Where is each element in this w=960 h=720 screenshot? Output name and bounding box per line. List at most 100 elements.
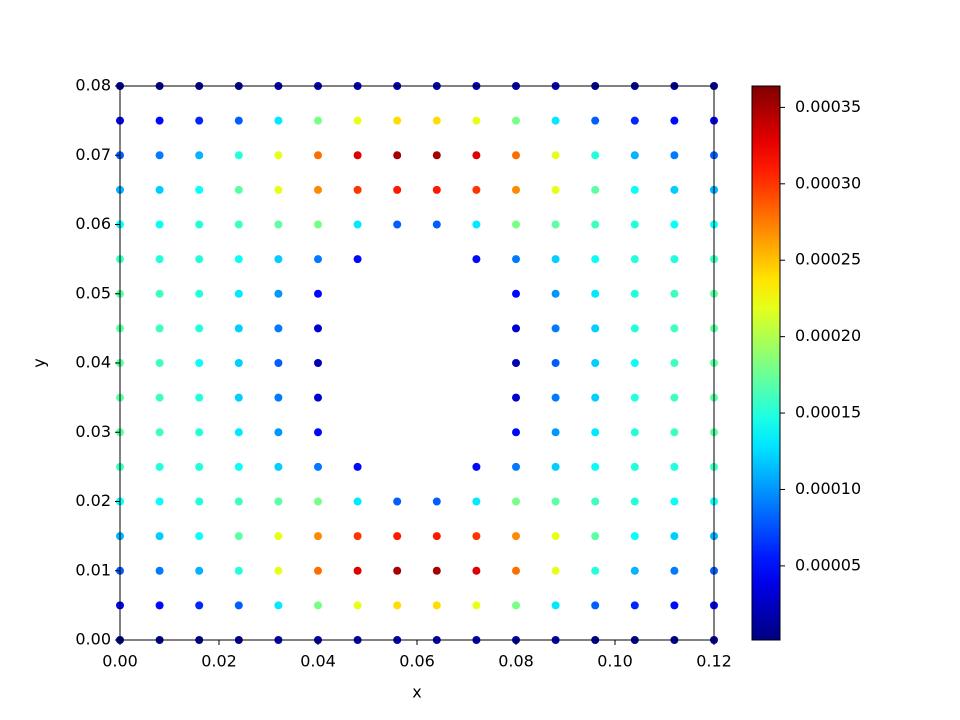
point (274, 462, 283, 471)
point (195, 566, 204, 575)
point (234, 532, 243, 541)
point (155, 532, 164, 541)
point (274, 289, 283, 298)
point (472, 151, 481, 160)
point (353, 151, 362, 160)
point (591, 220, 600, 229)
point (195, 185, 204, 194)
point (353, 220, 362, 229)
point (472, 566, 481, 575)
point (314, 462, 322, 471)
colorbar-tick-label: 0.00005 (795, 555, 861, 574)
point (155, 601, 164, 610)
x-axis-label: x (412, 683, 421, 702)
point (551, 289, 560, 298)
point (314, 151, 322, 160)
y-tick-label: 0.01 (75, 560, 111, 579)
point (234, 185, 243, 194)
point (551, 462, 560, 471)
point (353, 532, 362, 541)
point (314, 116, 322, 125)
x-tick-label: 0.08 (498, 652, 534, 671)
point (155, 497, 164, 506)
point (591, 428, 600, 437)
point (551, 151, 560, 160)
point (432, 532, 441, 541)
point (314, 532, 322, 541)
point (630, 462, 639, 471)
point (512, 601, 520, 610)
point (551, 497, 560, 506)
point (353, 462, 362, 471)
point (630, 151, 639, 160)
point (551, 359, 560, 367)
point (670, 324, 679, 333)
point (472, 601, 481, 610)
point (591, 116, 600, 125)
point (353, 601, 362, 610)
point (472, 532, 481, 541)
point (630, 566, 639, 575)
point (155, 220, 164, 229)
point (195, 255, 204, 264)
point (512, 532, 520, 541)
point (630, 359, 639, 367)
point (155, 185, 164, 194)
point (512, 359, 520, 367)
colorbar-tick-label: 0.00010 (795, 479, 861, 498)
point (393, 497, 402, 506)
point (670, 393, 679, 402)
point (512, 428, 520, 437)
point (551, 393, 560, 402)
point (670, 497, 679, 506)
x-tick-label: 0.00 (102, 652, 138, 671)
point (591, 566, 600, 575)
point (670, 601, 679, 610)
point (353, 255, 362, 264)
point (551, 566, 560, 575)
point (512, 324, 520, 333)
point (551, 220, 560, 229)
point (195, 462, 204, 471)
point (591, 324, 600, 333)
point (314, 601, 322, 610)
colorbar (751, 85, 781, 641)
point (393, 532, 402, 541)
point (155, 255, 164, 264)
point (195, 497, 204, 506)
x-tick-label: 0.02 (201, 652, 237, 671)
point (591, 151, 600, 160)
point (551, 185, 560, 194)
point (432, 151, 441, 160)
point (314, 289, 322, 298)
colorbar-tick-label: 0.00035 (795, 97, 861, 116)
point (195, 532, 204, 541)
point (195, 220, 204, 229)
point (512, 497, 520, 506)
point (512, 393, 520, 402)
point (630, 289, 639, 298)
point (670, 116, 679, 125)
point (512, 116, 520, 125)
point (630, 116, 639, 125)
point (195, 359, 204, 367)
colorbar-tick-label: 0.00020 (795, 326, 861, 345)
point (234, 289, 243, 298)
point (670, 185, 679, 194)
point (630, 255, 639, 264)
y-axis-label: y (30, 358, 49, 367)
point (591, 532, 600, 541)
point (551, 428, 560, 437)
point (274, 220, 283, 229)
point (195, 601, 204, 610)
point (670, 255, 679, 264)
point (353, 497, 362, 506)
point (234, 151, 243, 160)
point (393, 151, 402, 160)
x-tick-label: 0.10 (597, 652, 633, 671)
point (472, 497, 481, 506)
point (472, 116, 481, 125)
point (195, 151, 204, 160)
point (155, 566, 164, 575)
